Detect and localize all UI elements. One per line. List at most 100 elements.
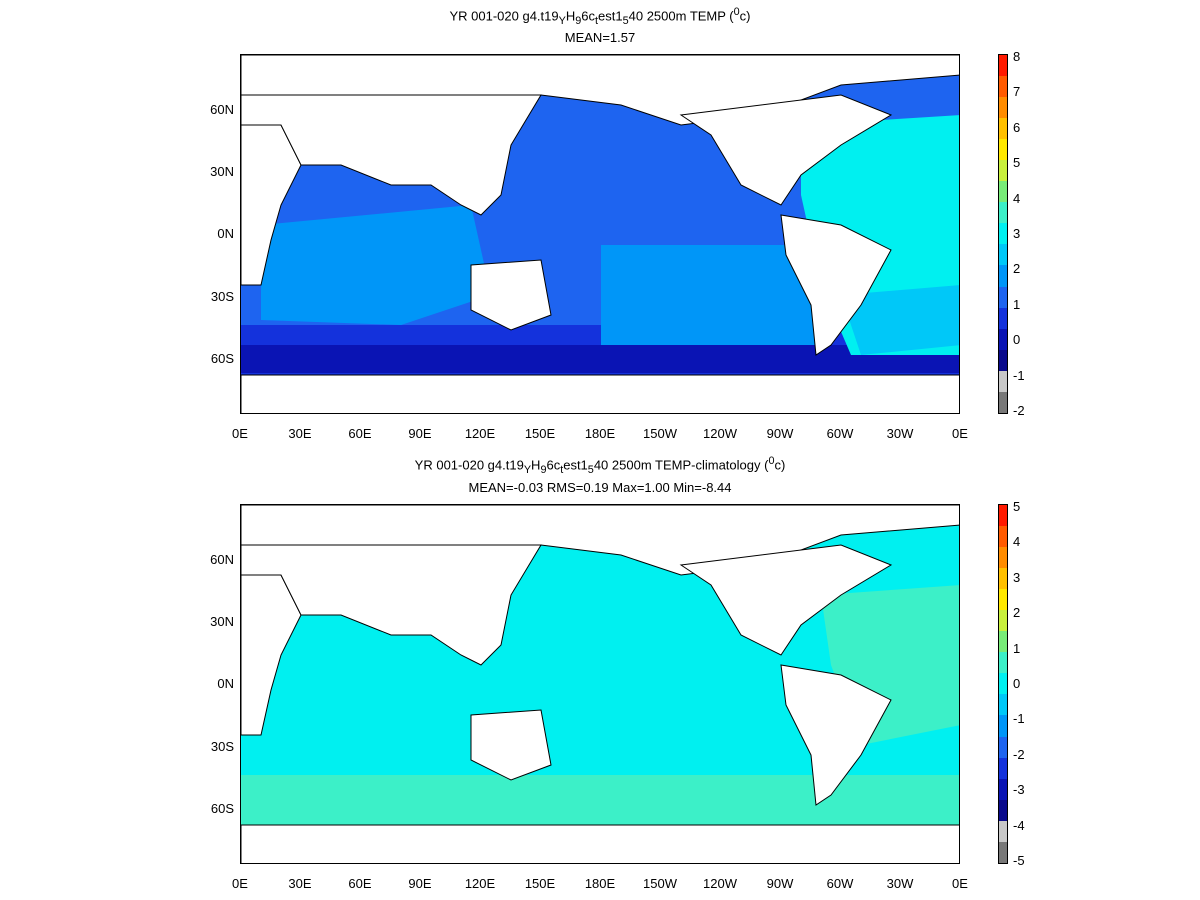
- lat-label: 30S: [210, 739, 234, 754]
- colorbar-label: 5: [1013, 499, 1021, 514]
- atlantic-south-region: [841, 285, 959, 355]
- panel1-title-part: est1: [598, 8, 623, 24]
- panel2-title: YR 001-020 g4.t19YH96ctest1540 2500m TEM…: [0, 453, 1200, 478]
- colorbar-segment: [999, 181, 1007, 203]
- panel2-title-part: H: [531, 457, 541, 473]
- colorbar-segment: [999, 118, 1007, 140]
- lon-label: 120W: [703, 426, 737, 441]
- colorbar-segment: [999, 736, 1007, 758]
- colorbar-label: 1: [1013, 640, 1021, 656]
- panel2-colorbar: [998, 504, 1008, 864]
- colorbar-segment: [999, 757, 1007, 779]
- lat-label: 60S: [210, 351, 234, 366]
- lon-label: 0E: [232, 426, 248, 441]
- colorbar-segment: [999, 391, 1007, 413]
- panel1-title-sub: 5: [622, 14, 629, 27]
- lat-label: 0N: [217, 226, 234, 241]
- colorbar-label: -5: [1013, 853, 1025, 868]
- colorbar-segment: [999, 715, 1007, 737]
- colorbar-segment: [999, 244, 1007, 266]
- colorbar-segment: [999, 97, 1007, 119]
- lon-label: 0E: [952, 426, 968, 441]
- colorbar-segment: [999, 568, 1007, 590]
- panel2-title-sub: 5: [587, 463, 594, 476]
- panel2-title-sub: t: [560, 463, 564, 476]
- colorbar-segment: [999, 76, 1007, 98]
- colorbar-segment: [999, 547, 1007, 569]
- colorbar-segment: [999, 841, 1007, 863]
- lon-label: 30W: [886, 426, 914, 441]
- southern-ocean-deep: [241, 345, 959, 373]
- panel1-title-sub: Y: [558, 14, 566, 27]
- colorbar-label: 2: [1013, 261, 1021, 277]
- lon-label: 150W: [643, 426, 677, 441]
- lon-label: 180E: [584, 426, 616, 441]
- colorbar-segment: [999, 610, 1007, 632]
- panel1-map: [240, 54, 960, 414]
- lon-label: 150E: [524, 876, 556, 891]
- colorbar-label: 8: [1013, 49, 1021, 64]
- lon-label: 30W: [886, 876, 914, 891]
- lon-label: 0E: [232, 876, 248, 891]
- lon-label: 90W: [766, 426, 794, 441]
- colorbar-segment: [999, 55, 1007, 77]
- panel1-colorbar: [998, 54, 1008, 414]
- panel2-stats: MEAN=-0.03 RMS=0.19 Max=1.00 Min=-8.44: [468, 480, 732, 495]
- colorbar-segment: [999, 370, 1007, 392]
- south-america-landmass: [780, 664, 892, 806]
- colorbar-label: 6: [1013, 119, 1021, 135]
- lon-label: 150W: [643, 876, 677, 891]
- colorbar-label: 0: [1013, 332, 1021, 348]
- colorbar-label: 5: [1013, 155, 1021, 171]
- lat-label: 30N: [210, 164, 234, 179]
- north-america-landmass: [679, 94, 893, 206]
- colorbar-segment: [999, 778, 1007, 800]
- colorbar-segment: [999, 328, 1007, 350]
- panel2-title-part: c): [774, 457, 786, 473]
- colorbar-label: -4: [1013, 817, 1025, 833]
- panel1-title-sup: 0: [733, 6, 740, 18]
- lon-label: 90W: [766, 876, 794, 891]
- lon-label: 120E: [464, 426, 496, 441]
- colorbar-segment: [999, 286, 1007, 308]
- colorbar-label: -2: [1013, 403, 1025, 418]
- australia-landmass: [470, 259, 552, 331]
- colorbar-segment: [999, 820, 1007, 842]
- colorbar-label: 3: [1013, 569, 1021, 585]
- lat-label: 30S: [210, 289, 234, 304]
- colorbar-segment: [999, 799, 1007, 821]
- panel2-map-svg: [241, 505, 959, 863]
- panel1-title-part: 40 2500m TEMP (: [628, 8, 734, 24]
- colorbar-segment: [999, 526, 1007, 548]
- colorbar-label: 3: [1013, 226, 1021, 241]
- panel1-title-sub: 9: [575, 14, 582, 27]
- indian-ocean-region: [261, 205, 491, 325]
- eurasia-landmass: [241, 94, 542, 216]
- lat-label: 60N: [210, 552, 234, 567]
- panel1-stats: MEAN=1.57: [564, 30, 636, 45]
- antarctica-landmass: [241, 824, 959, 863]
- colorbar-label: 4: [1013, 534, 1021, 550]
- panel1-title-part: c): [739, 8, 751, 24]
- panel2-title-sub: 9: [540, 463, 547, 476]
- panel2-title-sub: Y: [523, 463, 532, 476]
- colorbar-segment: [999, 349, 1007, 371]
- lon-label: 60W: [826, 876, 854, 891]
- colorbar-label: 0: [1013, 676, 1021, 691]
- colorbar-label: -1: [1013, 367, 1025, 383]
- lon-label: 180E: [584, 876, 616, 891]
- lon-label: 30E: [288, 426, 312, 441]
- antarctica-landmass: [241, 374, 959, 413]
- colorbar-segment: [999, 223, 1007, 245]
- lon-label: 0E: [952, 876, 968, 891]
- panel1-title-part: H: [565, 8, 576, 24]
- lon-label: 60E: [348, 426, 372, 441]
- colorbar-segment: [999, 631, 1007, 653]
- lon-label: 90E: [408, 426, 432, 441]
- colorbar-label: 7: [1013, 84, 1021, 100]
- panel1-title: YR 001-020 g4.t19YH96ctest1540 2500m TEM…: [0, 4, 1200, 29]
- panel2-title-part: 40 2500m TEMP-climatology (: [593, 457, 769, 473]
- lon-label: 60W: [826, 426, 854, 441]
- panel1-title-part: YR 001-020 g4.t19: [449, 8, 559, 24]
- panel1-map-svg: [241, 55, 959, 413]
